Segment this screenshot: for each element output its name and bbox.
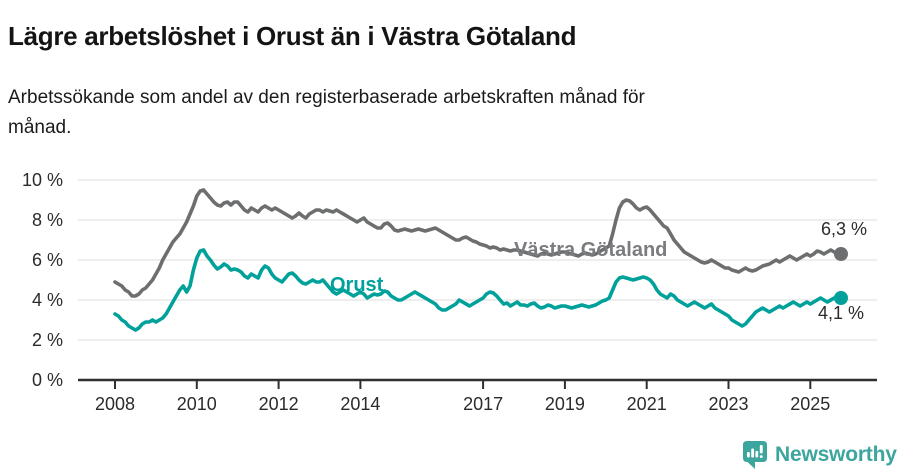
- newsworthy-brand-text: Newsworthy: [775, 443, 897, 466]
- x-axis-tick-label: 2021: [627, 394, 667, 414]
- y-axis-tick-label: 6 %: [32, 250, 63, 270]
- series-line-orust: [113, 248, 843, 332]
- x-axis-tick-label: 2012: [259, 394, 299, 414]
- x-axis-tick-label: 2017: [463, 394, 503, 414]
- x-axis-tick-label: 2010: [177, 394, 217, 414]
- series-end-dot: [833, 247, 848, 261]
- series-line-v-stra-g-taland: [113, 188, 843, 298]
- newsworthy-bubble-chart-icon: [743, 441, 767, 469]
- series-end-value-label: 6,3 %: [821, 219, 867, 239]
- chart-subtitle: Arbetssökande som andel av den registerb…: [8, 83, 868, 143]
- series-label: Orust: [330, 274, 384, 296]
- chart-subtitle-line-2: månad.: [8, 117, 72, 138]
- x-axis-tick-label: 2014: [340, 394, 380, 414]
- y-axis-tick-label: 2 %: [32, 330, 63, 350]
- chart-title: Lägre arbetslöshet i Orust än i Västra G…: [8, 21, 577, 52]
- chart-subtitle-line-1: Arbetssökande som andel av den registerb…: [8, 87, 645, 108]
- y-axis-tick-label: 4 %: [32, 290, 63, 310]
- newsworthy-logo[interactable]: Newsworthy: [742, 438, 900, 472]
- y-axis-tick-label: 0 %: [32, 370, 63, 390]
- x-axis-tick-label: 2019: [545, 394, 585, 414]
- series-label: Västra Götaland: [514, 239, 667, 261]
- x-axis-tick-label: 2023: [708, 394, 748, 414]
- x-axis-tick-label: 2025: [790, 394, 830, 414]
- series-end-dot: [833, 291, 848, 305]
- series-end-value-label: 4,1 %: [818, 303, 864, 323]
- y-axis-tick-label: 10 %: [22, 170, 63, 190]
- x-axis-tick-label: 2008: [95, 394, 135, 414]
- y-axis-tick-label: 8 %: [32, 210, 63, 230]
